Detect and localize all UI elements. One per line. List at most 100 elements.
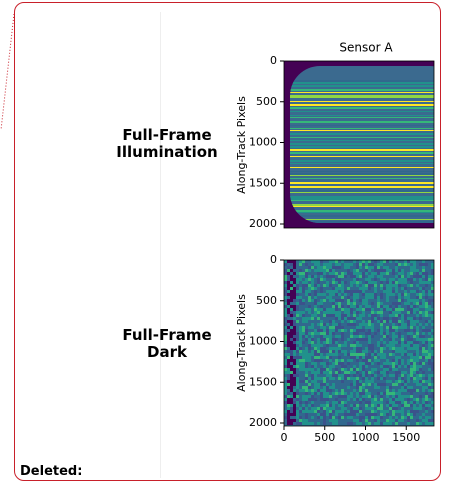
noise-cell [311,389,314,392]
noise-cell [368,332,371,335]
noise-cell [347,266,350,269]
noise-cell [389,326,392,329]
noise-cell [374,422,377,425]
noise-cell [404,416,407,419]
noise-cell [359,281,362,284]
noise-cell [374,308,377,311]
noise-cell [425,362,428,365]
noise-cell [425,260,428,263]
noise-cell [425,263,428,266]
noise-cell [371,350,374,353]
noise-cell [308,305,311,308]
noise-cell [371,362,374,365]
noise-cell [368,317,371,320]
noise-cell [320,263,323,266]
noise-cell [296,353,299,356]
noise-cell [428,326,431,329]
noise-cell [308,389,311,392]
noise-cell [305,398,308,401]
noise-cell [350,293,353,296]
noise-cell [302,293,305,296]
noise-cell [308,287,311,290]
noise-cell [299,287,302,290]
noise-cell [431,377,434,380]
noise-cell [359,359,362,362]
noise-cell [362,320,365,323]
noise-cell [380,299,383,302]
y-tick-label: 0 [270,54,277,67]
noise-cell [383,404,386,407]
noise-cell [428,356,431,359]
noise-cell [284,260,287,263]
noise-cell [389,380,392,383]
noise-cell [410,308,413,311]
noise-cell [374,311,377,314]
noise-cell [377,302,380,305]
noise-cell [419,341,422,344]
noise-cell [410,386,413,389]
noise-cell [389,365,392,368]
noise-cell [302,407,305,410]
noise-cell [311,350,314,353]
noise-cell [341,377,344,380]
noise-cell [428,392,431,395]
noise-cell [392,365,395,368]
noise-cell [428,269,431,272]
noise-cell [290,347,293,350]
noise-cell [428,293,431,296]
noise-cell [296,419,299,422]
noise-cell [314,311,317,314]
noise-cell [425,344,428,347]
noise-cell [296,272,299,275]
noise-cell [359,365,362,368]
noise-cell [407,365,410,368]
noise-cell [317,422,320,425]
noise-cell [386,317,389,320]
noise-cell [368,389,371,392]
noise-cell [341,287,344,290]
noise-cell [404,392,407,395]
noise-cell [386,314,389,317]
noise-cell [359,332,362,335]
noise-cell [380,416,383,419]
noise-cell [311,344,314,347]
noise-cell [395,326,398,329]
noise-cell [326,356,329,359]
noise-cell [323,398,326,401]
noise-cell [368,380,371,383]
noise-cell [344,275,347,278]
noise-cell [314,338,317,341]
noise-cell [386,278,389,281]
noise-cell [425,383,428,386]
noise-cell [413,299,416,302]
noise-cell [302,368,305,371]
noise-cell [308,368,311,371]
noise-cell [407,284,410,287]
noise-cell [323,386,326,389]
noise-cell [431,326,434,329]
noise-cell [389,296,392,299]
noise-cell [419,323,422,326]
noise-cell [410,284,413,287]
noise-cell [338,338,341,341]
noise-cell [368,422,371,425]
noise-cell [299,278,302,281]
noise-cell [365,389,368,392]
noise-cell [416,287,419,290]
noise-cell [380,422,383,425]
noise-cell [287,305,290,308]
noise-cell [425,278,428,281]
stripe [290,188,434,189]
noise-cell [365,383,368,386]
noise-cell [296,281,299,284]
noise-cell [419,305,422,308]
noise-cell [416,347,419,350]
noise-cell [299,395,302,398]
noise-cell [407,359,410,362]
noise-cell [371,356,374,359]
noise-cell [323,413,326,416]
noise-cell [332,338,335,341]
noise-cell [338,269,341,272]
noise-cell [395,320,398,323]
noise-cell [428,380,431,383]
